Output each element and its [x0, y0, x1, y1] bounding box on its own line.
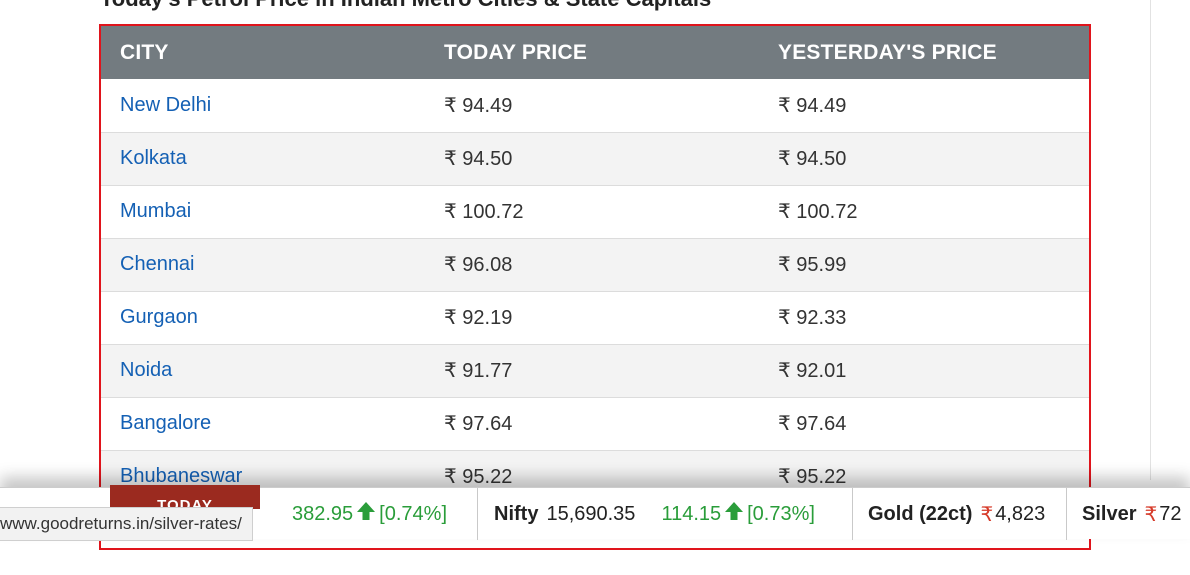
today-price-cell: ₹ 95.22	[444, 466, 513, 488]
city-cell: Kolkata	[101, 132, 429, 185]
yesterday-price-cell: ₹ 92.01	[778, 360, 847, 382]
city-cell: Bhubaneswar	[101, 450, 429, 503]
silver-label: Silver	[1082, 502, 1137, 525]
sensex-change: 382.95	[292, 502, 354, 525]
silver-value: 72	[1159, 502, 1182, 525]
gold-value: 4,823	[995, 502, 1046, 525]
today-price-cell: ₹ 100.72	[444, 201, 524, 223]
petrol-price-table: CITY TODAY PRICE YESTERDAY'S PRICE New D…	[101, 26, 1089, 504]
table-row: Noida ₹ 91.77 ₹ 92.01	[101, 344, 1089, 397]
rupee-icon: ₹	[980, 503, 994, 526]
nifty-label: Nifty	[494, 502, 539, 525]
table-row: Kolkata ₹ 94.50 ₹ 94.50	[101, 132, 1089, 185]
gold-label: Gold (22ct)	[868, 502, 973, 525]
yesterday-price-cell: ₹ 97.64	[778, 413, 847, 435]
column-header-city: CITY	[120, 40, 169, 64]
column-header-yesterday-price: YESTERDAY'S PRICE	[778, 40, 997, 64]
today-price-cell: ₹ 96.08	[444, 254, 513, 276]
table-row: New Delhi ₹ 94.49 ₹ 94.49	[101, 79, 1089, 132]
city-link-new-delhi[interactable]: New Delhi	[120, 93, 212, 116]
today-price-cell: ₹ 91.77	[444, 360, 513, 382]
city-cell: Noida	[101, 344, 429, 397]
city-link-bhubaneswar[interactable]: Bhubaneswar	[120, 465, 243, 487]
ticker-silver[interactable]: Silver ₹ 72	[1082, 488, 1181, 540]
today-price-cell: ₹ 92.19	[444, 307, 513, 329]
ticker-divider	[852, 488, 853, 540]
city-link-chennai[interactable]: Chennai	[120, 253, 195, 275]
today-price-cell: ₹ 94.49	[444, 94, 513, 117]
city-cell: Bangalore	[101, 397, 429, 450]
table-row: Gurgaon ₹ 92.19 ₹ 92.33	[101, 291, 1089, 344]
ticker-nifty[interactable]: Nifty 15,690.35 114.15 [0.73%]	[494, 488, 815, 540]
city-cell: Mumbai	[101, 185, 429, 238]
yesterday-price-cell: ₹ 94.49	[778, 94, 847, 117]
rupee-icon: ₹	[1144, 503, 1158, 526]
city-link-gurgaon[interactable]: Gurgaon	[120, 306, 198, 328]
yesterday-price-cell: ₹ 95.99	[778, 254, 847, 276]
petrol-price-table-container: CITY TODAY PRICE YESTERDAY'S PRICE New D…	[99, 24, 1091, 550]
today-price-cell: ₹ 94.50	[444, 148, 513, 170]
ticker-today-badge[interactable]: TODAY	[110, 485, 260, 509]
sidebar-divider	[1150, 0, 1151, 480]
arrow-up-icon	[723, 500, 745, 528]
nifty-value: 15,690.35	[546, 502, 636, 525]
city-cell: Chennai	[101, 238, 429, 291]
ticker-divider	[1066, 488, 1067, 540]
nifty-change: 114.15	[661, 502, 722, 525]
column-header-today-price: TODAY PRICE	[444, 40, 588, 64]
yesterday-price-cell: ₹ 94.50	[778, 148, 847, 170]
ticker-divider	[477, 488, 478, 540]
sensex-percent: [0.74%]	[379, 502, 447, 525]
table-header-row: CITY TODAY PRICE YESTERDAY'S PRICE	[101, 26, 1089, 79]
yesterday-price-cell: ₹ 95.22	[778, 466, 847, 488]
browser-status-url: www.goodreturns.in/silver-rates/	[0, 507, 253, 541]
city-link-bangalore[interactable]: Bangalore	[120, 412, 212, 434]
table-row: Mumbai ₹ 100.72 ₹ 100.72	[101, 185, 1089, 238]
city-cell: Gurgaon	[101, 291, 429, 344]
city-link-kolkata[interactable]: Kolkata	[120, 147, 187, 169]
nifty-percent: [0.73%]	[747, 502, 815, 525]
yesterday-price-cell: ₹ 92.33	[778, 307, 847, 329]
city-cell: New Delhi	[101, 79, 429, 132]
city-link-noida[interactable]: Noida	[120, 359, 173, 381]
today-price-cell: ₹ 97.64	[444, 413, 513, 435]
ticker-sensex[interactable]: 382.95 [0.74%]	[292, 488, 447, 540]
page-title: Today's Petrol Price in Indian Metro Cit…	[100, 0, 711, 12]
table-row: Chennai ₹ 96.08 ₹ 95.99	[101, 238, 1089, 291]
arrow-up-icon	[355, 500, 377, 528]
ticker-gold[interactable]: Gold (22ct) ₹ 4,823	[868, 488, 1045, 540]
table-row: Bangalore ₹ 97.64 ₹ 97.64	[101, 397, 1089, 450]
city-link-mumbai[interactable]: Mumbai	[120, 200, 192, 222]
yesterday-price-cell: ₹ 100.72	[778, 201, 858, 223]
